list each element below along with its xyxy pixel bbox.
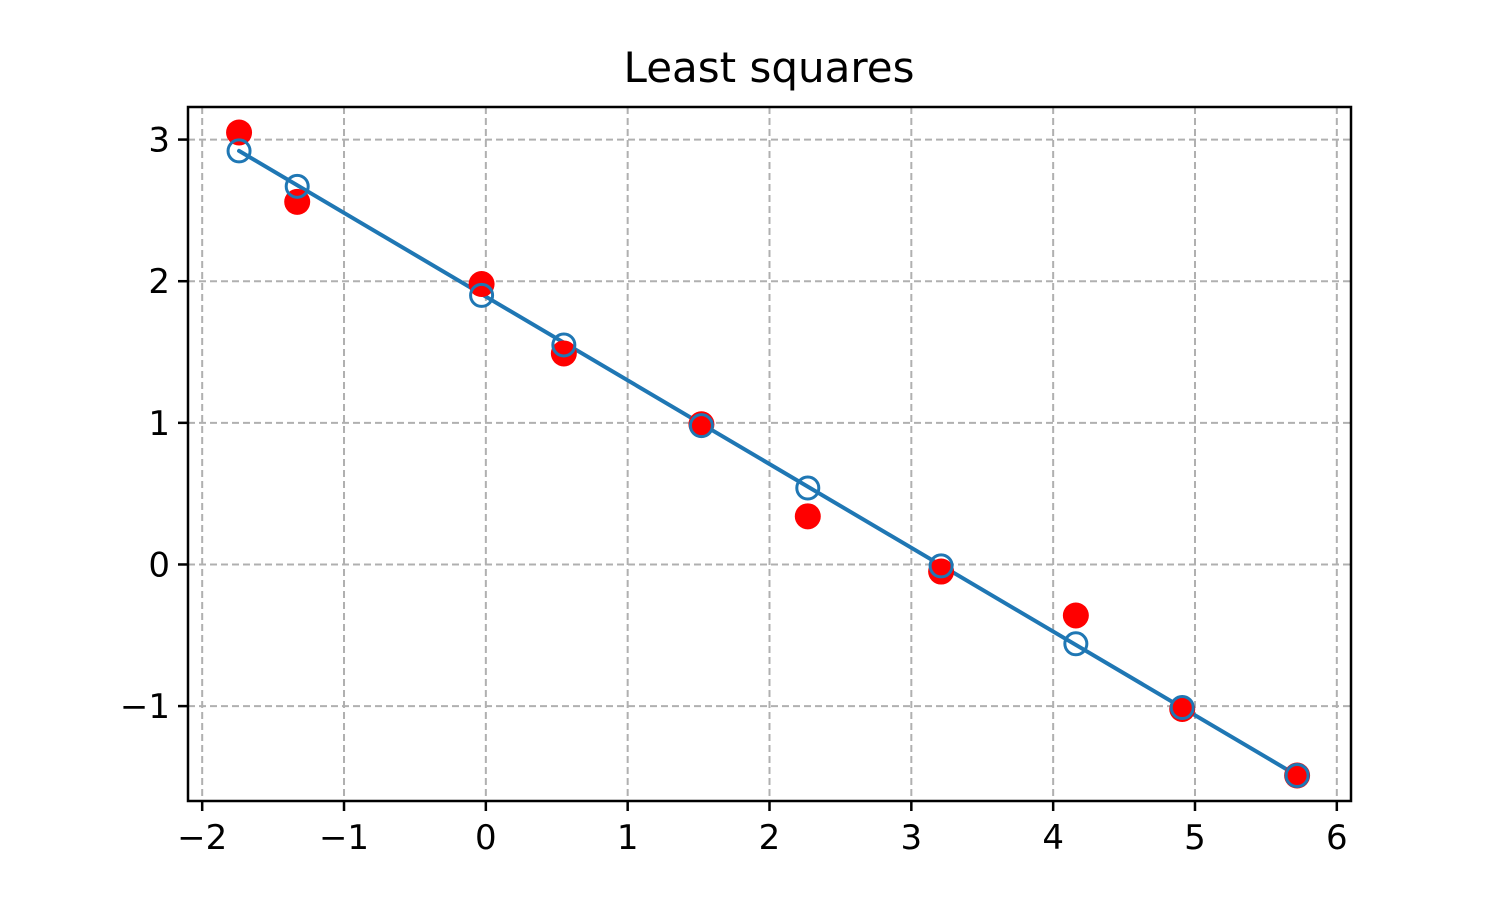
ticks: −2 −1 0 1 2 3 4 5 6 −1 0 1 2 3 — [120, 121, 1348, 858]
chart-title: Least squares — [624, 43, 915, 92]
grid — [188, 107, 1351, 801]
data-point — [928, 558, 955, 585]
fitted-point — [795, 475, 821, 501]
fitted-point — [928, 553, 954, 579]
data-point — [226, 119, 253, 146]
fitted-point — [1063, 631, 1089, 657]
data-point — [1284, 762, 1311, 789]
x-tick-label: 0 — [475, 818, 497, 858]
data-point — [1062, 602, 1089, 629]
fitted-point — [688, 413, 714, 439]
x-tick-label: −2 — [177, 818, 227, 858]
x-tick-label: 4 — [1042, 818, 1064, 858]
fit-line-series — [237, 148, 1300, 778]
fitted-point — [226, 138, 252, 164]
y-tick-label: 0 — [148, 545, 170, 585]
y-tick-label: −1 — [120, 687, 170, 727]
fitted-point — [1169, 695, 1195, 721]
x-tick-label: −1 — [319, 818, 369, 858]
x-tick-label: 5 — [1184, 818, 1206, 858]
fitted-point — [284, 173, 310, 199]
x-tick-label: 6 — [1326, 818, 1348, 858]
data-point — [550, 340, 577, 367]
fitted-point — [1284, 763, 1310, 789]
x-tick-label: 2 — [759, 818, 781, 858]
y-tick-label: 2 — [148, 262, 170, 302]
fit-line — [237, 148, 1300, 778]
fitted-point — [551, 332, 577, 358]
y-tick-label: 3 — [148, 121, 170, 161]
data-point — [794, 503, 821, 530]
x-tick-label: 1 — [617, 818, 639, 858]
data-points-series — [226, 119, 1311, 789]
y-tick-label: 1 — [148, 404, 170, 444]
fitted-points-series — [226, 138, 1310, 789]
x-tick-label: 3 — [901, 818, 923, 858]
fitted-point — [469, 282, 495, 308]
